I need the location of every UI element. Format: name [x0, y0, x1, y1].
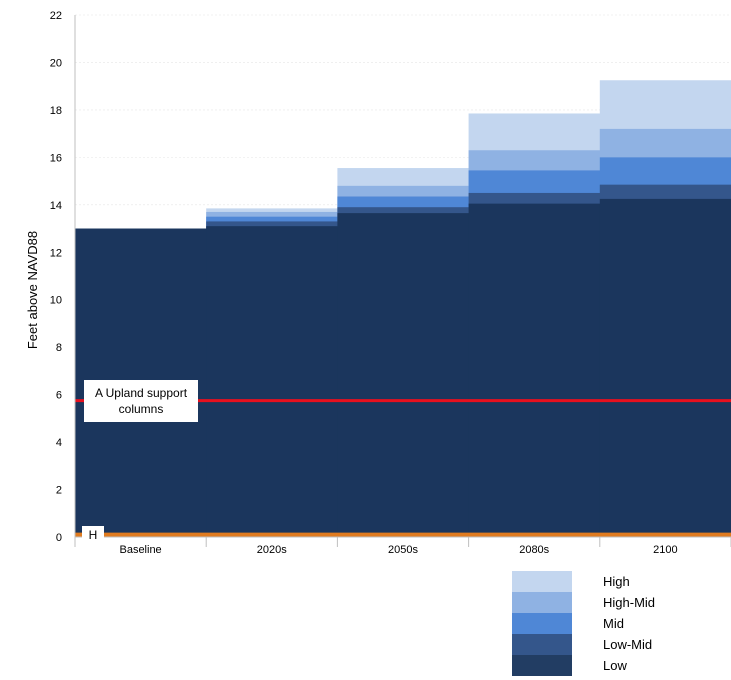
- y-tick-label-8: 8: [56, 342, 62, 354]
- legend-label-low: Low: [603, 658, 627, 673]
- band-low-1: [206, 226, 338, 537]
- legend-label-low-mid: Low-Mid: [603, 637, 653, 652]
- y-tick-label-20: 20: [50, 57, 62, 69]
- x-tick-label-2050s: 2050s: [388, 544, 418, 556]
- y-tick-labels: 0 2 4 6 8 10 12 14 16 18 20 22: [50, 10, 62, 544]
- legend-item-high-mid: High-Mid: [512, 592, 655, 613]
- band-low-4: [599, 198, 731, 538]
- y-tick-label-10: 10: [50, 295, 62, 307]
- y-tick-label-12: 12: [50, 247, 62, 259]
- band-low-3: [468, 203, 601, 537]
- y-tick-label-4: 4: [56, 437, 62, 449]
- legend-label-high-mid: High-Mid: [603, 595, 656, 610]
- y-tick-label-6: 6: [56, 390, 62, 402]
- x-tick-label-baseline: Baseline: [119, 544, 161, 556]
- y-tick-label-0: 0: [56, 532, 62, 544]
- legend-label-high: High: [603, 574, 630, 589]
- h-annotation: H: [82, 526, 104, 544]
- legend-item-high: High: [512, 571, 655, 592]
- y-tick-label-2: 2: [56, 485, 62, 497]
- legend-item-low: Low: [512, 655, 655, 676]
- legend-swatch-high: [512, 571, 572, 592]
- x-tick-labels: Baseline 2020s 2050s 2080s 2100: [119, 544, 677, 556]
- y-tick-label-16: 16: [50, 152, 62, 164]
- legend-item-low-mid: Low-Mid: [512, 634, 655, 655]
- y-axis-label: Feet above NAVD88: [25, 231, 40, 349]
- legend-item-mid: Mid: [512, 613, 655, 634]
- legend-label-mid: Mid: [603, 616, 624, 631]
- x-tick-label-2100: 2100: [653, 544, 677, 556]
- legend-swatch-low: [512, 655, 572, 676]
- data-bands: [75, 80, 731, 538]
- y-tick-label-22: 22: [50, 10, 62, 22]
- x-tick-label-2080s: 2080s: [519, 544, 549, 556]
- x-tick-label-2020s: 2020s: [257, 544, 287, 556]
- y-tick-label-18: 18: [50, 105, 62, 117]
- legend-swatch-high-mid: [512, 592, 572, 613]
- legend: High High-Mid Mid Low-Mid Low: [512, 571, 655, 676]
- axes: [74, 15, 731, 547]
- y-tick-label-14: 14: [50, 200, 62, 212]
- legend-swatch-mid: [512, 613, 572, 634]
- band-low-2: [337, 213, 470, 537]
- legend-swatch-low-mid: [512, 634, 572, 655]
- upland-support-annotation: A Upland support columns: [84, 380, 198, 422]
